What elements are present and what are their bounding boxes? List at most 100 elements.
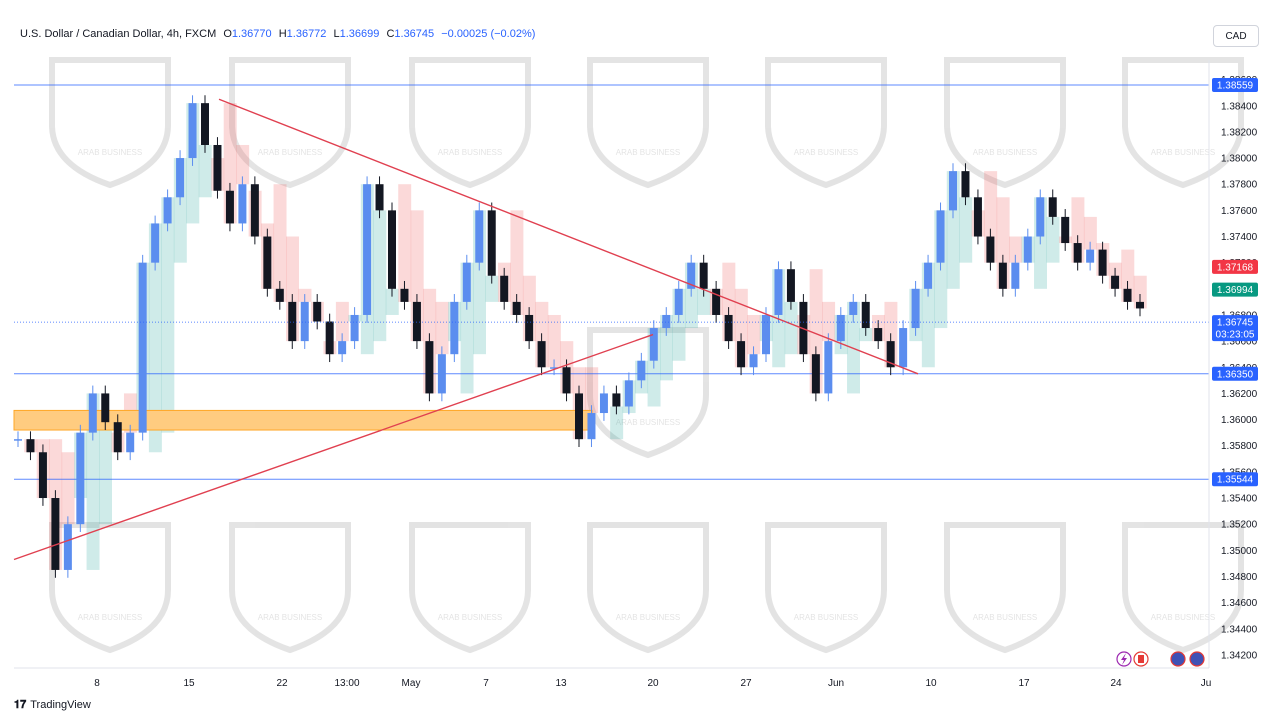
candle-body bbox=[1073, 243, 1082, 263]
watermark-shield-outline bbox=[49, 57, 171, 189]
candle-body bbox=[450, 301, 459, 355]
candle-body bbox=[487, 210, 496, 276]
watermark-shield-outline bbox=[229, 522, 351, 654]
level-price-tag bbox=[1212, 472, 1258, 487]
watermark-brand: ARAB BUSINESS bbox=[616, 148, 680, 157]
candle-body bbox=[26, 439, 35, 453]
cloud-segment bbox=[610, 406, 624, 440]
watermark-shield-icon: ARAB BUSINESS bbox=[1122, 522, 1244, 654]
watermark-brand: ARAB BUSINESS bbox=[794, 148, 858, 157]
cloud-segment bbox=[660, 314, 673, 381]
tradingview-brand[interactable]: 𝟏𝟕 TradingView bbox=[14, 698, 91, 712]
watermark-brand: ARAB BUSINESS bbox=[973, 148, 1037, 157]
candle-body bbox=[263, 236, 272, 289]
trendline[interactable] bbox=[218, 98, 919, 375]
us-flag-icon-2[interactable] bbox=[1189, 651, 1205, 667]
cloud-segment bbox=[398, 184, 412, 302]
watermark-shield-outline bbox=[944, 57, 1066, 189]
cloud-segment bbox=[784, 301, 798, 355]
price-marker-tag bbox=[1212, 315, 1258, 342]
watermark-shield-icon: ARAB BUSINESS bbox=[229, 57, 351, 189]
candle-body bbox=[587, 413, 596, 440]
cloud-segment bbox=[959, 197, 973, 263]
price-marker-tag bbox=[1212, 282, 1258, 297]
open-value: 1.36770 bbox=[231, 28, 272, 40]
time-tick-label: 20 bbox=[647, 678, 659, 689]
horizontal-levels bbox=[14, 84, 1209, 480]
candle-body bbox=[500, 275, 509, 302]
watermark-shield-outline bbox=[409, 522, 531, 654]
price-tick-label: 1.37600 bbox=[1221, 206, 1258, 217]
time-tick-label: 8 bbox=[94, 678, 100, 689]
candle-body bbox=[737, 341, 746, 368]
currency-button[interactable]: CAD bbox=[1213, 25, 1259, 47]
time-tick-label: 13 bbox=[555, 678, 567, 689]
candle-body bbox=[1023, 236, 1032, 263]
candle-body bbox=[126, 432, 135, 453]
time-tick-label: 10 bbox=[925, 678, 937, 689]
brand-label: TradingView bbox=[30, 699, 91, 711]
price-tick-label: 1.36000 bbox=[1221, 415, 1258, 426]
watermark-shield-outline bbox=[587, 522, 709, 654]
candle-body bbox=[911, 288, 920, 329]
watermark-shield-outline bbox=[765, 57, 887, 189]
level-price-tag bbox=[1212, 77, 1258, 92]
candle-body bbox=[1111, 275, 1120, 289]
high-value: 1.36772 bbox=[286, 28, 327, 40]
candle-body bbox=[762, 314, 770, 355]
candle-body bbox=[275, 288, 284, 302]
watermark-brand: ARAB BUSINESS bbox=[1151, 148, 1215, 157]
candle-body bbox=[76, 432, 85, 525]
watermark-brand: ARAB BUSINESS bbox=[1151, 613, 1215, 622]
time-tick-label: Jun bbox=[828, 678, 844, 689]
watermark-shield-icon: ARAB BUSINESS bbox=[587, 57, 709, 189]
candle-body bbox=[899, 328, 908, 368]
watermark-shield-outline bbox=[49, 522, 171, 654]
level-price-tag-label: 1.38559 bbox=[1217, 80, 1254, 91]
price-tick-label: 1.34600 bbox=[1221, 598, 1258, 609]
price-tick-label: 1.36200 bbox=[1221, 389, 1258, 400]
time-tick-label: 7 bbox=[483, 678, 489, 689]
watermark-shield-icon: ARAB BUSINESS bbox=[944, 57, 1066, 189]
watermark-shield-icon: ARAB BUSINESS bbox=[409, 522, 531, 654]
candle-body bbox=[138, 262, 147, 433]
us-flag-icon[interactable] bbox=[1170, 651, 1186, 667]
demand-zone[interactable] bbox=[13, 409, 593, 431]
candle-body bbox=[375, 184, 384, 211]
candle-body bbox=[973, 197, 982, 237]
candle-body bbox=[163, 197, 172, 224]
symbol-title: U.S. Dollar / Canadian Dollar, 4h, FXCM bbox=[20, 28, 217, 40]
cloud-segment bbox=[148, 223, 162, 453]
low-value: 1.36699 bbox=[339, 28, 380, 40]
watermark-shield-icon: ARAB BUSINESS bbox=[765, 522, 887, 654]
cloud-segment bbox=[335, 301, 349, 342]
trendline[interactable] bbox=[13, 333, 654, 561]
candle-body bbox=[338, 341, 347, 355]
cloud-segment bbox=[236, 144, 250, 185]
cloud-segment bbox=[273, 184, 287, 302]
time-tick-label: 24 bbox=[1110, 678, 1122, 689]
candle-body bbox=[874, 328, 883, 342]
level-price-tag-label: 1.35544 bbox=[1217, 475, 1254, 486]
watermark-shield-outline bbox=[1122, 57, 1244, 189]
candle-body bbox=[599, 393, 608, 414]
candle-body bbox=[313, 301, 322, 322]
time-axis[interactable]: 8 15 22 13:00 May 7 13 20 27 Jun 10 17 24 Ju bbox=[94, 678, 1211, 689]
candle-body bbox=[836, 314, 845, 342]
candle-body bbox=[250, 184, 259, 237]
price-tick-label: 1.35000 bbox=[1221, 546, 1258, 557]
candle-body bbox=[786, 269, 795, 302]
cloud-segment bbox=[99, 422, 112, 525]
candle-body bbox=[151, 223, 160, 263]
price-marker-label: 1.37168 bbox=[1217, 262, 1254, 273]
event-icons[interactable] bbox=[1116, 651, 1205, 667]
candle-body bbox=[774, 269, 783, 315]
watermark-shield-outline bbox=[409, 57, 531, 189]
bar-countdown-label: 03:23:05 bbox=[1216, 330, 1255, 341]
symbol-legend[interactable]: U.S. Dollar / Canadian Dollar, 4h, FXCM … bbox=[20, 28, 535, 40]
price-tick-label: 1.38400 bbox=[1221, 101, 1258, 112]
price-tick-label: 1.35400 bbox=[1221, 494, 1258, 505]
candle-body bbox=[1061, 216, 1070, 244]
